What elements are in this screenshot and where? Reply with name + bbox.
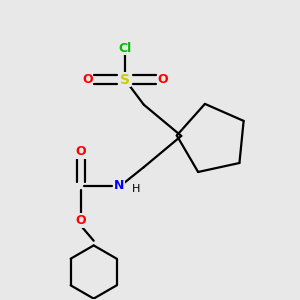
Text: H: H [132, 184, 140, 194]
Text: O: O [76, 145, 86, 158]
Text: O: O [76, 214, 86, 227]
Text: S: S [120, 73, 130, 87]
Text: O: O [157, 73, 168, 86]
Text: O: O [82, 73, 93, 86]
Text: Cl: Cl [118, 42, 132, 55]
Text: N: N [113, 179, 124, 193]
